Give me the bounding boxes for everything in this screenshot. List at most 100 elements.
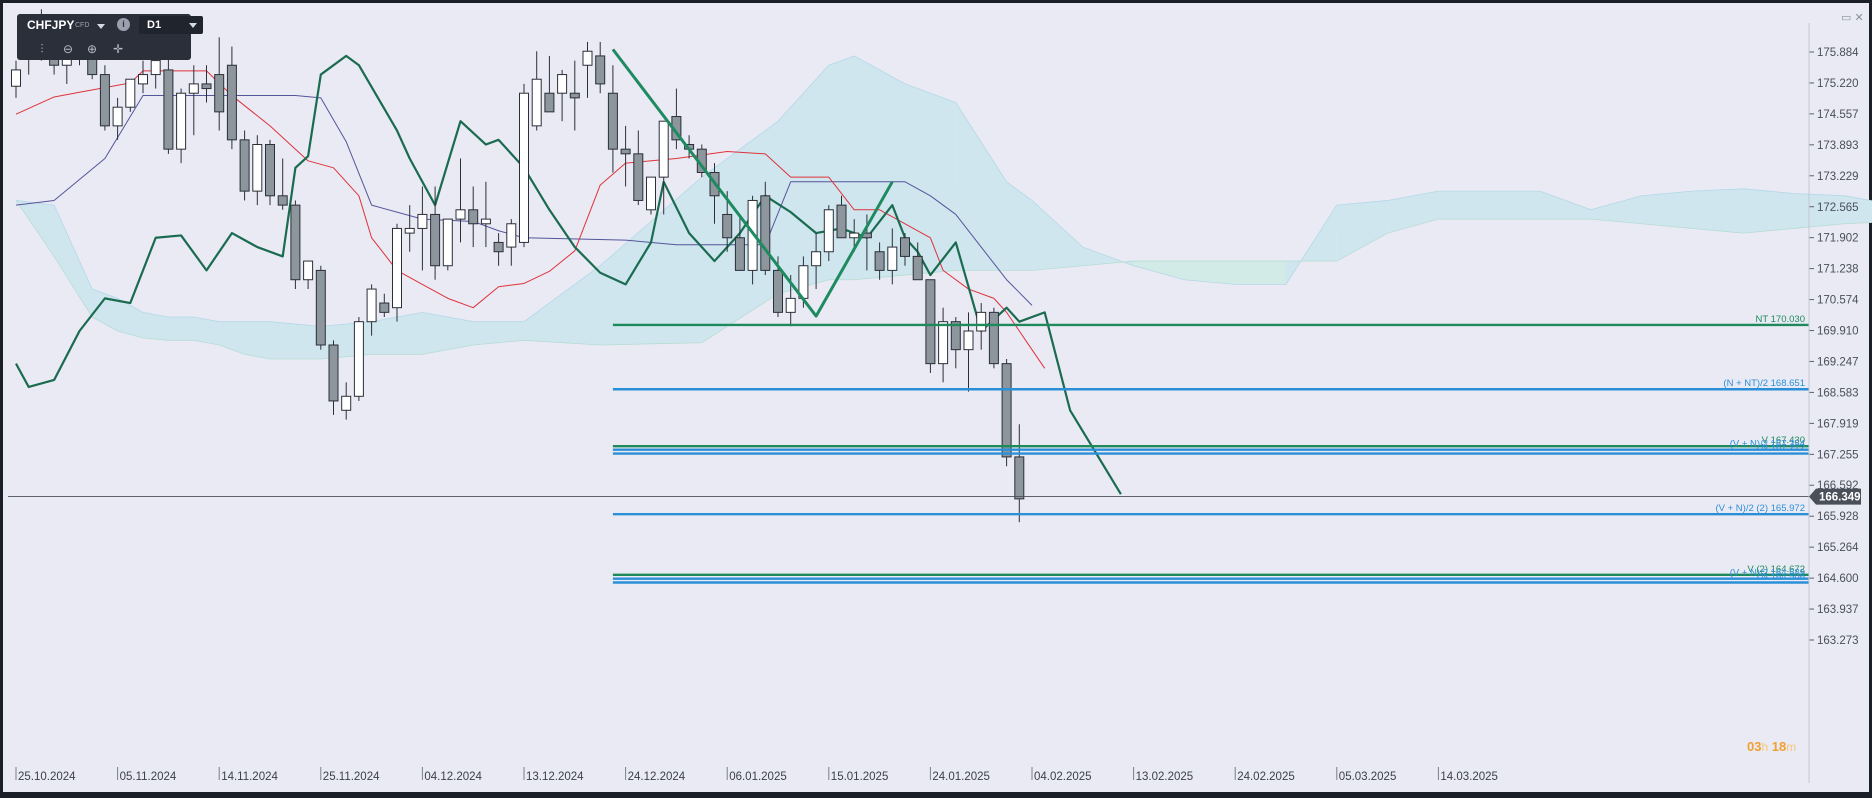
restore-icon[interactable]: ▭ <box>1841 12 1852 24</box>
candle-body <box>138 74 148 85</box>
candle-body <box>277 195 288 206</box>
candle-body <box>252 144 263 192</box>
cloud-segment <box>168 317 194 341</box>
x-tick-label: 13.12.2024 <box>526 771 584 783</box>
x-tick-label: 14.11.2024 <box>221 771 278 783</box>
candle-body <box>468 209 479 225</box>
timer-hours: 03 <box>1747 739 1762 754</box>
candle-body <box>785 297 796 313</box>
candle-body <box>607 92 618 150</box>
candle-body <box>874 251 885 271</box>
candle-body <box>760 195 771 271</box>
cloud-segment <box>955 102 1007 271</box>
x-tick-label: 04.12.2024 <box>424 771 482 783</box>
level-label: (V + N)/2 (2) 165.972 <box>1715 503 1805 514</box>
cloud-segment <box>600 177 702 345</box>
zoom-in-icon[interactable]: ⊕ <box>86 42 98 56</box>
cloud-segment <box>828 55 855 280</box>
symbol-label[interactable]: CHFJPY <box>27 18 75 32</box>
y-tick-label: 174.557 <box>1817 109 1859 121</box>
candle-body <box>430 213 441 267</box>
cloud-segment <box>1743 188 1794 234</box>
x-tick-label: 25.10.2024 <box>18 771 76 783</box>
candle-body <box>633 153 644 201</box>
info-icon[interactable]: i <box>117 18 130 31</box>
candle-body <box>773 269 783 313</box>
candle-body <box>328 344 339 402</box>
current-price-badge <box>1809 488 1861 505</box>
zoom-out-icon[interactable]: ⊖ <box>62 42 74 56</box>
candle-body <box>1014 456 1025 500</box>
candle-body <box>265 144 275 197</box>
cloud-segment <box>1336 200 1388 262</box>
cloud-segment <box>1184 261 1236 285</box>
cloud-segment <box>1489 191 1540 220</box>
cloud-segment <box>193 317 220 345</box>
level-label: NT 170.030 <box>1756 314 1805 325</box>
y-tick-label: 169.247 <box>1817 356 1859 368</box>
x-tick-label: 05.03.2025 <box>1339 771 1397 783</box>
candle-body <box>823 209 834 253</box>
cloud-segment <box>320 321 372 359</box>
chikou-span-line <box>15 54 1122 495</box>
time-axis: 25.10.2024 05.11.2024 14.11.2024 25.11.2024… <box>15 767 1498 783</box>
window-controls[interactable]: ▭ ✕ <box>1841 11 1864 24</box>
y-tick-label: 163.937 <box>1817 604 1859 616</box>
cloud-segment <box>905 83 956 276</box>
candle-body <box>442 218 453 267</box>
cloud-segment <box>270 321 321 359</box>
candle-body <box>417 213 428 229</box>
candle-body <box>125 78 136 108</box>
cloud-segment <box>422 312 474 355</box>
candle-body <box>11 69 21 87</box>
y-tick-label: 171.238 <box>1817 264 1859 276</box>
candle-body <box>353 321 364 397</box>
candle-body <box>938 321 949 365</box>
candle-body <box>1001 363 1012 458</box>
x-tick-label: 04.02.2025 <box>1034 771 1092 783</box>
senkou-span-b <box>15 200 1872 360</box>
candle-body <box>112 106 123 127</box>
cloud-segment <box>54 205 93 318</box>
x-tick-label: 13.02.2025 <box>1136 771 1194 783</box>
candle-body <box>925 279 936 365</box>
candle-body <box>379 302 390 313</box>
candle-body <box>569 92 580 99</box>
candle-body <box>658 120 669 178</box>
candle-body <box>963 330 974 351</box>
crosshair-icon[interactable]: ✛ <box>112 42 124 56</box>
candle-body <box>150 60 161 76</box>
candle-body <box>392 227 402 309</box>
timeframe-chevron-icon[interactable] <box>189 23 197 28</box>
level-label: (V + N)/2 164.589 <box>1730 568 1805 579</box>
cloud-segment <box>1844 195 1872 224</box>
timer-minutes: 18 <box>1771 739 1787 754</box>
candle-body <box>582 50 593 66</box>
x-tick-label: 05.11.2024 <box>120 771 177 783</box>
x-tick-label: 15.01.2025 <box>831 771 889 783</box>
bar-style-icon[interactable]: ⫶ <box>40 42 44 56</box>
candle-body <box>506 223 517 248</box>
timeframe-label: D1 <box>147 19 162 31</box>
current-price-label: 166.349 <box>1819 492 1861 504</box>
candle-body <box>900 237 910 257</box>
x-tick-label: 24.02.2025 <box>1237 771 1295 783</box>
x-tick-label: 24.01.2025 <box>932 771 990 783</box>
cloud-segment <box>1438 191 1490 220</box>
cloud-segment <box>1590 195 1642 224</box>
candle-body <box>722 213 733 239</box>
close-icon[interactable]: ✕ <box>1854 12 1864 24</box>
candle-body <box>544 92 555 113</box>
timeframe-selector[interactable]: D1 <box>139 16 203 34</box>
cloud-segment <box>524 265 601 345</box>
candle-body <box>836 204 847 239</box>
candle-body <box>226 64 237 141</box>
candle-body <box>239 139 250 192</box>
candle-body <box>747 199 758 271</box>
candle-body <box>493 241 504 253</box>
y-tick-label: 173.229 <box>1817 171 1859 183</box>
symbol-dropdown-chevron-icon[interactable] <box>97 24 105 29</box>
y-tick-label: 165.264 <box>1817 542 1859 554</box>
